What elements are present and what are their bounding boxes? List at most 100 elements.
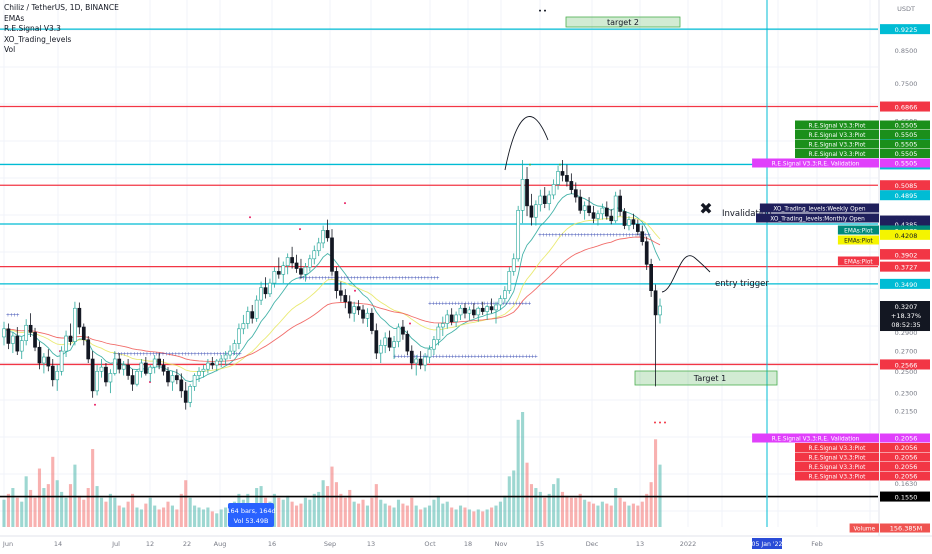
candle-body [59,350,64,372]
plot-label-bottom-value-bg [880,471,930,481]
volume-bar [206,507,210,527]
volume-bar [458,505,463,527]
signal-cross: + [349,276,353,282]
volume-bar [538,491,542,527]
indicator-tag: EMAs:Plot [844,239,873,245]
volume-bar [512,470,516,527]
candle-body [15,335,20,352]
signal-dot [539,9,541,12]
indicator-volume[interactable]: Vol [4,45,16,54]
signal-cross: + [170,352,174,358]
volume-bar [454,509,458,527]
candle-body [383,337,388,346]
candle-body [241,323,246,330]
indicator-xo-levels[interactable]: XO_Trading_levels [4,34,72,44]
candle-body [423,356,427,366]
signal-cross: + [621,233,625,239]
volume-bar [135,507,139,527]
signal-cross: + [521,301,525,307]
last-price-countdown: 08:52:35 [891,321,920,329]
volume-bar [618,497,622,527]
signal-cross: + [508,354,512,360]
indicator-emas[interactable]: EMAs [4,13,25,23]
volume-bar [193,505,197,527]
signal-cross: + [643,233,647,239]
candle-body [538,195,543,206]
volume-bar [614,488,618,527]
signal-cross: + [314,276,318,282]
volume-bar [286,495,290,527]
plot-label-top: R.E.Signal V3.3:Plot [809,124,867,130]
volume-label-value: 156.385M [890,525,923,533]
range-info-bars: 164 bars, 164d [226,507,275,515]
signal-cross: + [482,354,486,360]
indicator-tag: EMAs:Plot [844,229,873,235]
signal-cross: + [365,276,369,282]
indicator-re-signal[interactable]: R.E.Signal V3.3 [4,24,61,33]
signal-cross: + [371,276,375,282]
level-price-label: 0.3727 [895,264,918,272]
volume-bar [463,507,467,527]
plot-label-bottom-bg [795,452,879,462]
candle-body [405,333,410,352]
volume-bar [521,412,525,527]
signal-cross: + [238,352,242,358]
level-price-label-bg [880,101,930,112]
volume-bar [374,484,378,527]
level-price-label-bg [880,180,930,191]
volume-bar [201,509,206,527]
volume-bar [596,505,600,527]
signal-cross: + [196,352,200,358]
signal-cross: + [431,301,435,307]
candle-body [361,309,365,319]
volume-bar [529,484,534,527]
target-1-label: Target 1 [693,374,726,383]
symbol-title[interactable]: Chiliz / TetherUS, 1D, BINANCE [4,3,119,12]
candle-body [214,360,219,366]
plot-label-bottom-value-bg [880,443,930,452]
volume-label-bg [849,523,879,533]
volume-bar [419,509,423,527]
volume-bar [645,493,649,527]
volume-bar [29,489,33,527]
signal-cross: + [391,276,395,282]
candle-body [188,386,193,403]
signal-cross: + [397,276,401,282]
signal-cross: + [336,276,340,282]
indicator-price-label: 0.4208 [895,232,918,240]
volume-bar [326,486,330,527]
plot-label-top-value: 0.5505 [895,131,918,139]
arc-drawing [504,116,549,171]
volume-bar [15,497,19,527]
candle-body [418,358,423,366]
signal-cross: + [527,354,531,360]
volume-bar [188,497,192,527]
candle-body [143,362,148,374]
signal-cross: + [489,354,493,360]
signal-cross: + [495,354,499,360]
volume-bar [126,501,130,527]
candle-body [104,366,108,383]
candle-body [24,324,29,341]
signal-cross: + [148,352,152,358]
volume-bar [507,476,511,527]
plot-label-bottom-value: 0.2056 [895,444,918,452]
candle-body [463,307,467,314]
signal-cross: + [415,354,419,360]
signal-cross: + [407,276,411,282]
indicator-tag: XO_Trading_levels:Monthly Open [770,217,865,223]
signal-cross: + [304,276,308,282]
volume-bar [392,507,396,527]
volume-bar [427,505,432,527]
signal-cross: + [327,276,331,282]
candle-body [117,358,122,370]
volume-label: Volume [854,527,876,533]
signal-cross: + [368,276,372,282]
signal-cross: + [544,233,548,239]
candle-body [294,262,299,269]
price-tick: 0.1630 [895,480,918,488]
volume-bar [122,507,126,527]
signal-cross: + [551,233,555,239]
signal-cross: + [524,301,528,307]
